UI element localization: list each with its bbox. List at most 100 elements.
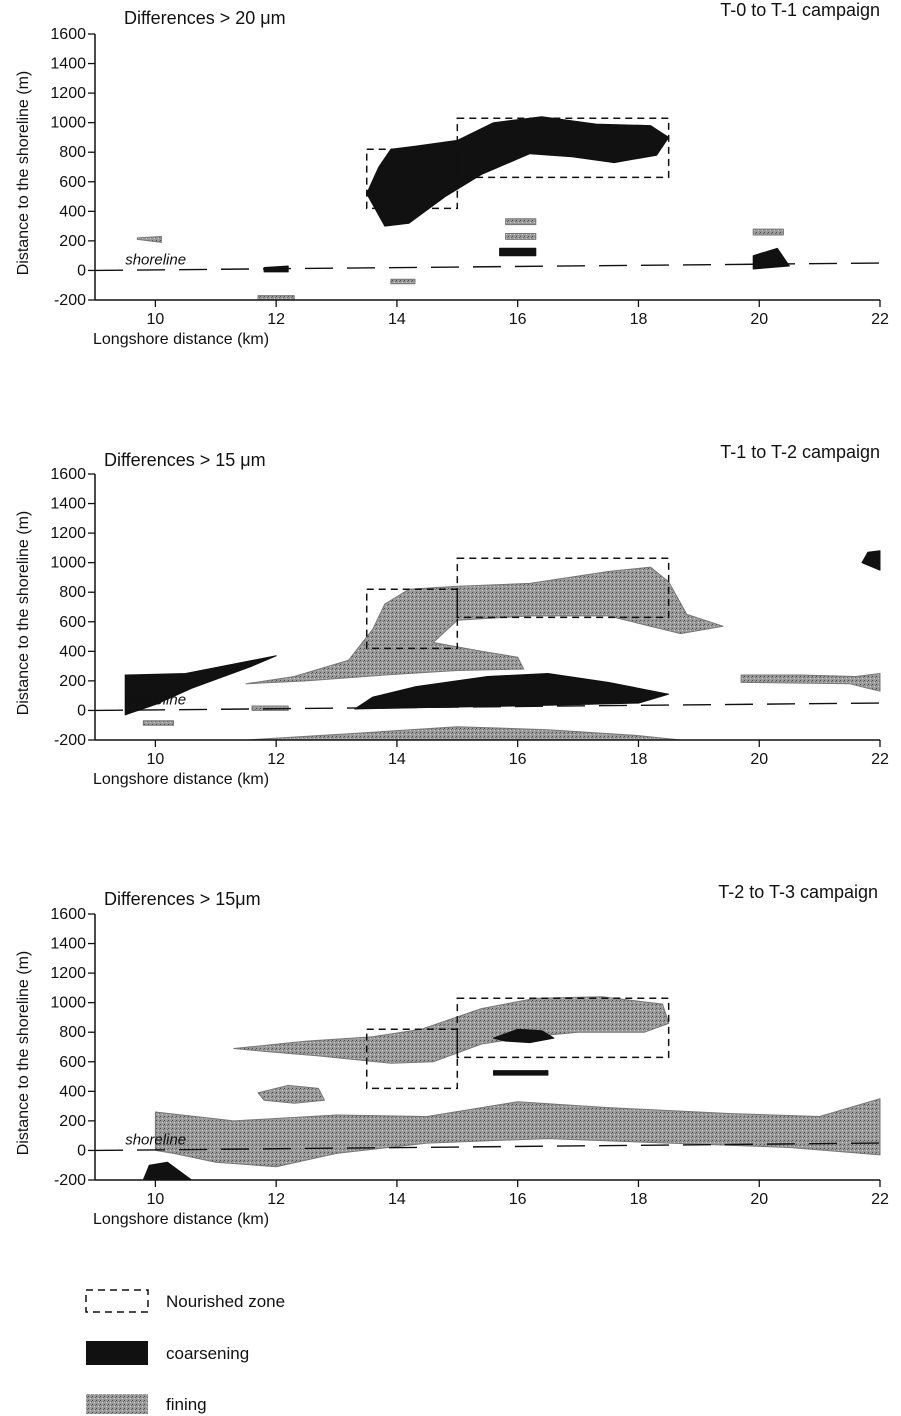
x-tick-label: 20: [750, 311, 768, 328]
x-axis-label: Longshore distance (km): [93, 331, 269, 348]
y-axis-label: Distance to the shoreline (m): [15, 951, 32, 1156]
shoreline-label: shoreline: [125, 1132, 186, 1149]
fining-region: [136, 236, 162, 243]
fining-region: [245, 726, 682, 741]
x-tick-label: 14: [388, 1191, 406, 1208]
legend-swatch-fining: [86, 1394, 148, 1414]
coarsening-region: [752, 247, 790, 270]
x-tick-label: 16: [509, 1191, 527, 1208]
y-tick-label: 0: [77, 262, 86, 279]
legend-item-nourished-zone: Nourished zone: [85, 1289, 285, 1313]
legend-item-coarsening: coarsening: [86, 1341, 249, 1365]
y-tick-label: 800: [59, 1024, 86, 1041]
legend-label-coarsening: coarsening: [166, 1344, 249, 1363]
x-tick-label: 22: [871, 1191, 889, 1208]
y-tick-label: 1400: [50, 56, 86, 73]
x-tick-label: 16: [509, 311, 527, 328]
y-tick-label: 600: [59, 174, 86, 191]
y-tick-label: 200: [59, 233, 86, 250]
y-axis-label: Distance to the shoreline (m): [15, 511, 32, 716]
y-tick-label: 600: [59, 1054, 86, 1071]
y-tick-label: 1000: [50, 995, 86, 1012]
threshold-label: Differences > 15μm: [104, 889, 261, 909]
campaign-label: T-2 to T-3 campaign: [718, 882, 878, 902]
nourished-zone-box: [456, 117, 670, 179]
x-tick-label: 18: [630, 751, 648, 768]
y-tick-label: 400: [59, 643, 86, 660]
y-tick-label: 1600: [50, 26, 86, 43]
nourished-zone-box: [456, 557, 670, 619]
fining-region: [740, 673, 881, 692]
y-tick-label: 800: [59, 584, 86, 601]
x-tick-label: 20: [750, 751, 768, 768]
y-tick-label: 0: [77, 702, 86, 719]
shoreline-label: shoreline: [125, 692, 186, 709]
x-tick-label: 12: [267, 311, 285, 328]
nourished-zone-box: [365, 588, 459, 650]
y-tick-label: 200: [59, 673, 86, 690]
y-tick-label: 1200: [50, 525, 86, 542]
x-tick-label: 14: [388, 311, 406, 328]
threshold-label: Differences > 15 μm: [104, 450, 266, 470]
y-tick-label: 1600: [50, 906, 86, 923]
x-tick-label: 22: [871, 751, 889, 768]
y-tick-label: 0: [77, 1142, 86, 1159]
x-axis-label: Longshore distance (km): [93, 771, 269, 788]
y-tick-label: 1200: [50, 965, 86, 982]
x-tick-label: 12: [267, 751, 285, 768]
y-axis-label: Distance to the shoreline (m): [15, 71, 32, 276]
fining-region: [233, 996, 670, 1064]
y-tick-label: -200: [54, 292, 86, 309]
coarsening-region: [366, 116, 670, 227]
fining-region: [142, 720, 174, 726]
fining-region: [752, 228, 784, 236]
x-tick-label: 20: [750, 1191, 768, 1208]
legend-item-fining: fining: [86, 1394, 207, 1414]
x-tick-label: 22: [871, 311, 889, 328]
shoreline-line: [94, 702, 881, 712]
legend: Nourished zone coarsening fining: [85, 1289, 285, 1414]
campaign-label: T-0 to T-1 campaign: [720, 0, 880, 20]
fining-region: [154, 1098, 881, 1168]
fining-region: [505, 233, 537, 240]
campaign-label: T-1 to T-2 campaign: [720, 442, 880, 462]
legend-label-nourished-zone: Nourished zone: [166, 1292, 285, 1311]
coarsening-region: [499, 247, 537, 257]
x-axis-label: Longshore distance (km): [93, 1211, 269, 1228]
nourished-zone-box: [456, 997, 670, 1059]
y-tick-label: 1600: [50, 466, 86, 483]
fining-region: [390, 278, 416, 285]
x-tick-label: 16: [509, 751, 527, 768]
x-tick-label: 18: [630, 311, 648, 328]
legend-swatch-coarsening: [86, 1341, 148, 1365]
y-tick-label: 400: [59, 1083, 86, 1100]
coarsening-region: [493, 1028, 555, 1044]
y-tick-label: 1200: [50, 85, 86, 102]
y-tick-label: 1400: [50, 496, 86, 513]
coarsening-region: [493, 1070, 549, 1076]
shoreline-line: [94, 1142, 881, 1152]
coarsening-region: [142, 1161, 193, 1181]
nourished-zone-box: [365, 148, 459, 210]
coarsening-region: [124, 655, 277, 716]
x-tick-label: 14: [388, 751, 406, 768]
panel-1: shoreline -200 0 200 400 600 800 1000 1200 1400 16…: [15, 0, 889, 348]
y-tick-label: 800: [59, 144, 86, 161]
shoreline-line: [94, 262, 881, 272]
fining-region: [257, 1084, 325, 1104]
shoreline-label: shoreline: [125, 252, 186, 269]
y-tick-label: 600: [59, 614, 86, 631]
coarsening-region: [354, 673, 670, 710]
legend-swatch-nourished-zone: [85, 1289, 149, 1313]
nourished-zone-box: [365, 1028, 459, 1090]
y-tick-label: 1000: [50, 115, 86, 132]
panel-2: shoreline -200 0 200 400 600 800 1000 1200 1400 16…: [15, 442, 889, 788]
y-tick-label: 1400: [50, 936, 86, 953]
y-tick-label: 1000: [50, 555, 86, 572]
fining-region: [245, 566, 724, 685]
legend-label-fining: fining: [166, 1395, 207, 1414]
panel-3: shoreline -200 0 200 400 600 800 1000 1200 1400 16…: [15, 882, 889, 1228]
x-tick-label: 10: [146, 751, 164, 768]
y-tick-label: -200: [54, 1172, 86, 1189]
